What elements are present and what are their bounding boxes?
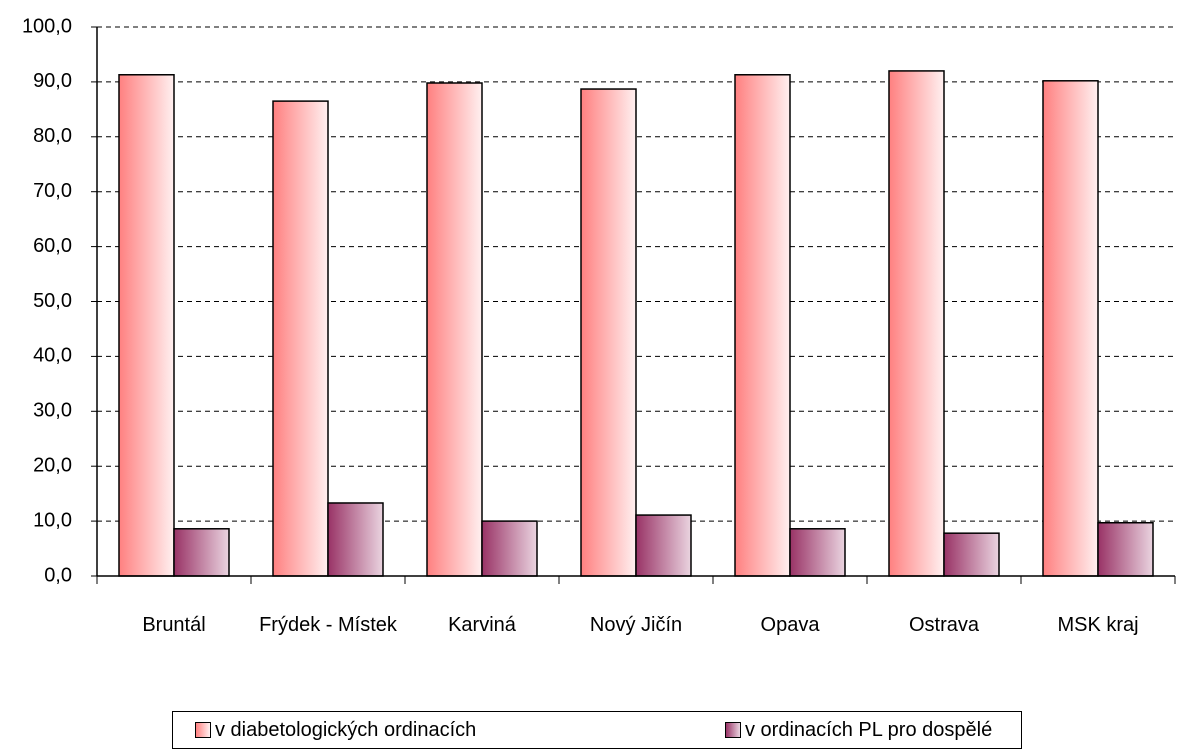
legend-swatch [195,722,211,738]
bar [327,502,384,577]
y-tick-label: 30,0 [33,400,72,422]
bar [943,532,1000,577]
y-tick-label: 80,0 [33,125,72,147]
x-tick-label: Nový Jičín [589,614,683,636]
legend-label: v ordinacích PL pro dospělé [745,718,993,741]
bar [888,70,945,577]
legend-entry: v diabetologických ordinacích [195,719,476,742]
legend: v diabetologických ordinacích v ordinacíc… [172,711,1022,749]
bar [1042,80,1099,577]
x-tick-label: Bruntál [142,614,206,636]
y-tick-label: 70,0 [33,180,72,202]
y-tick-label: 0,0 [44,564,72,586]
y-tick-label: 50,0 [33,290,72,312]
legend-entry: v ordinacích PL pro dospělé [725,719,992,742]
bar [481,520,538,577]
legend-label: v diabetologických ordinacích [215,718,477,741]
bar [1097,521,1154,577]
x-tick-label: MSK kraj [1057,614,1139,636]
x-tick-label: Opava [760,614,820,636]
x-tick-label: Karviná [448,614,516,636]
y-tick-label: 10,0 [33,509,72,531]
bar [426,82,483,577]
y-tick-label: 100,0 [22,15,72,37]
y-tick-label: 90,0 [33,70,72,92]
bar [580,88,637,577]
bar [173,528,230,577]
y-tick-label: 40,0 [33,345,72,367]
bar [789,528,846,577]
bar [635,514,692,577]
y-tick-label: 20,0 [33,454,72,476]
bar [272,100,329,577]
x-tick-label: Frýdek - Místek [259,614,397,636]
y-tick-label: 60,0 [33,235,72,257]
bar [734,74,791,577]
bar [118,74,175,577]
x-tick-label: Ostrava [908,614,980,636]
legend-swatch [725,722,741,738]
